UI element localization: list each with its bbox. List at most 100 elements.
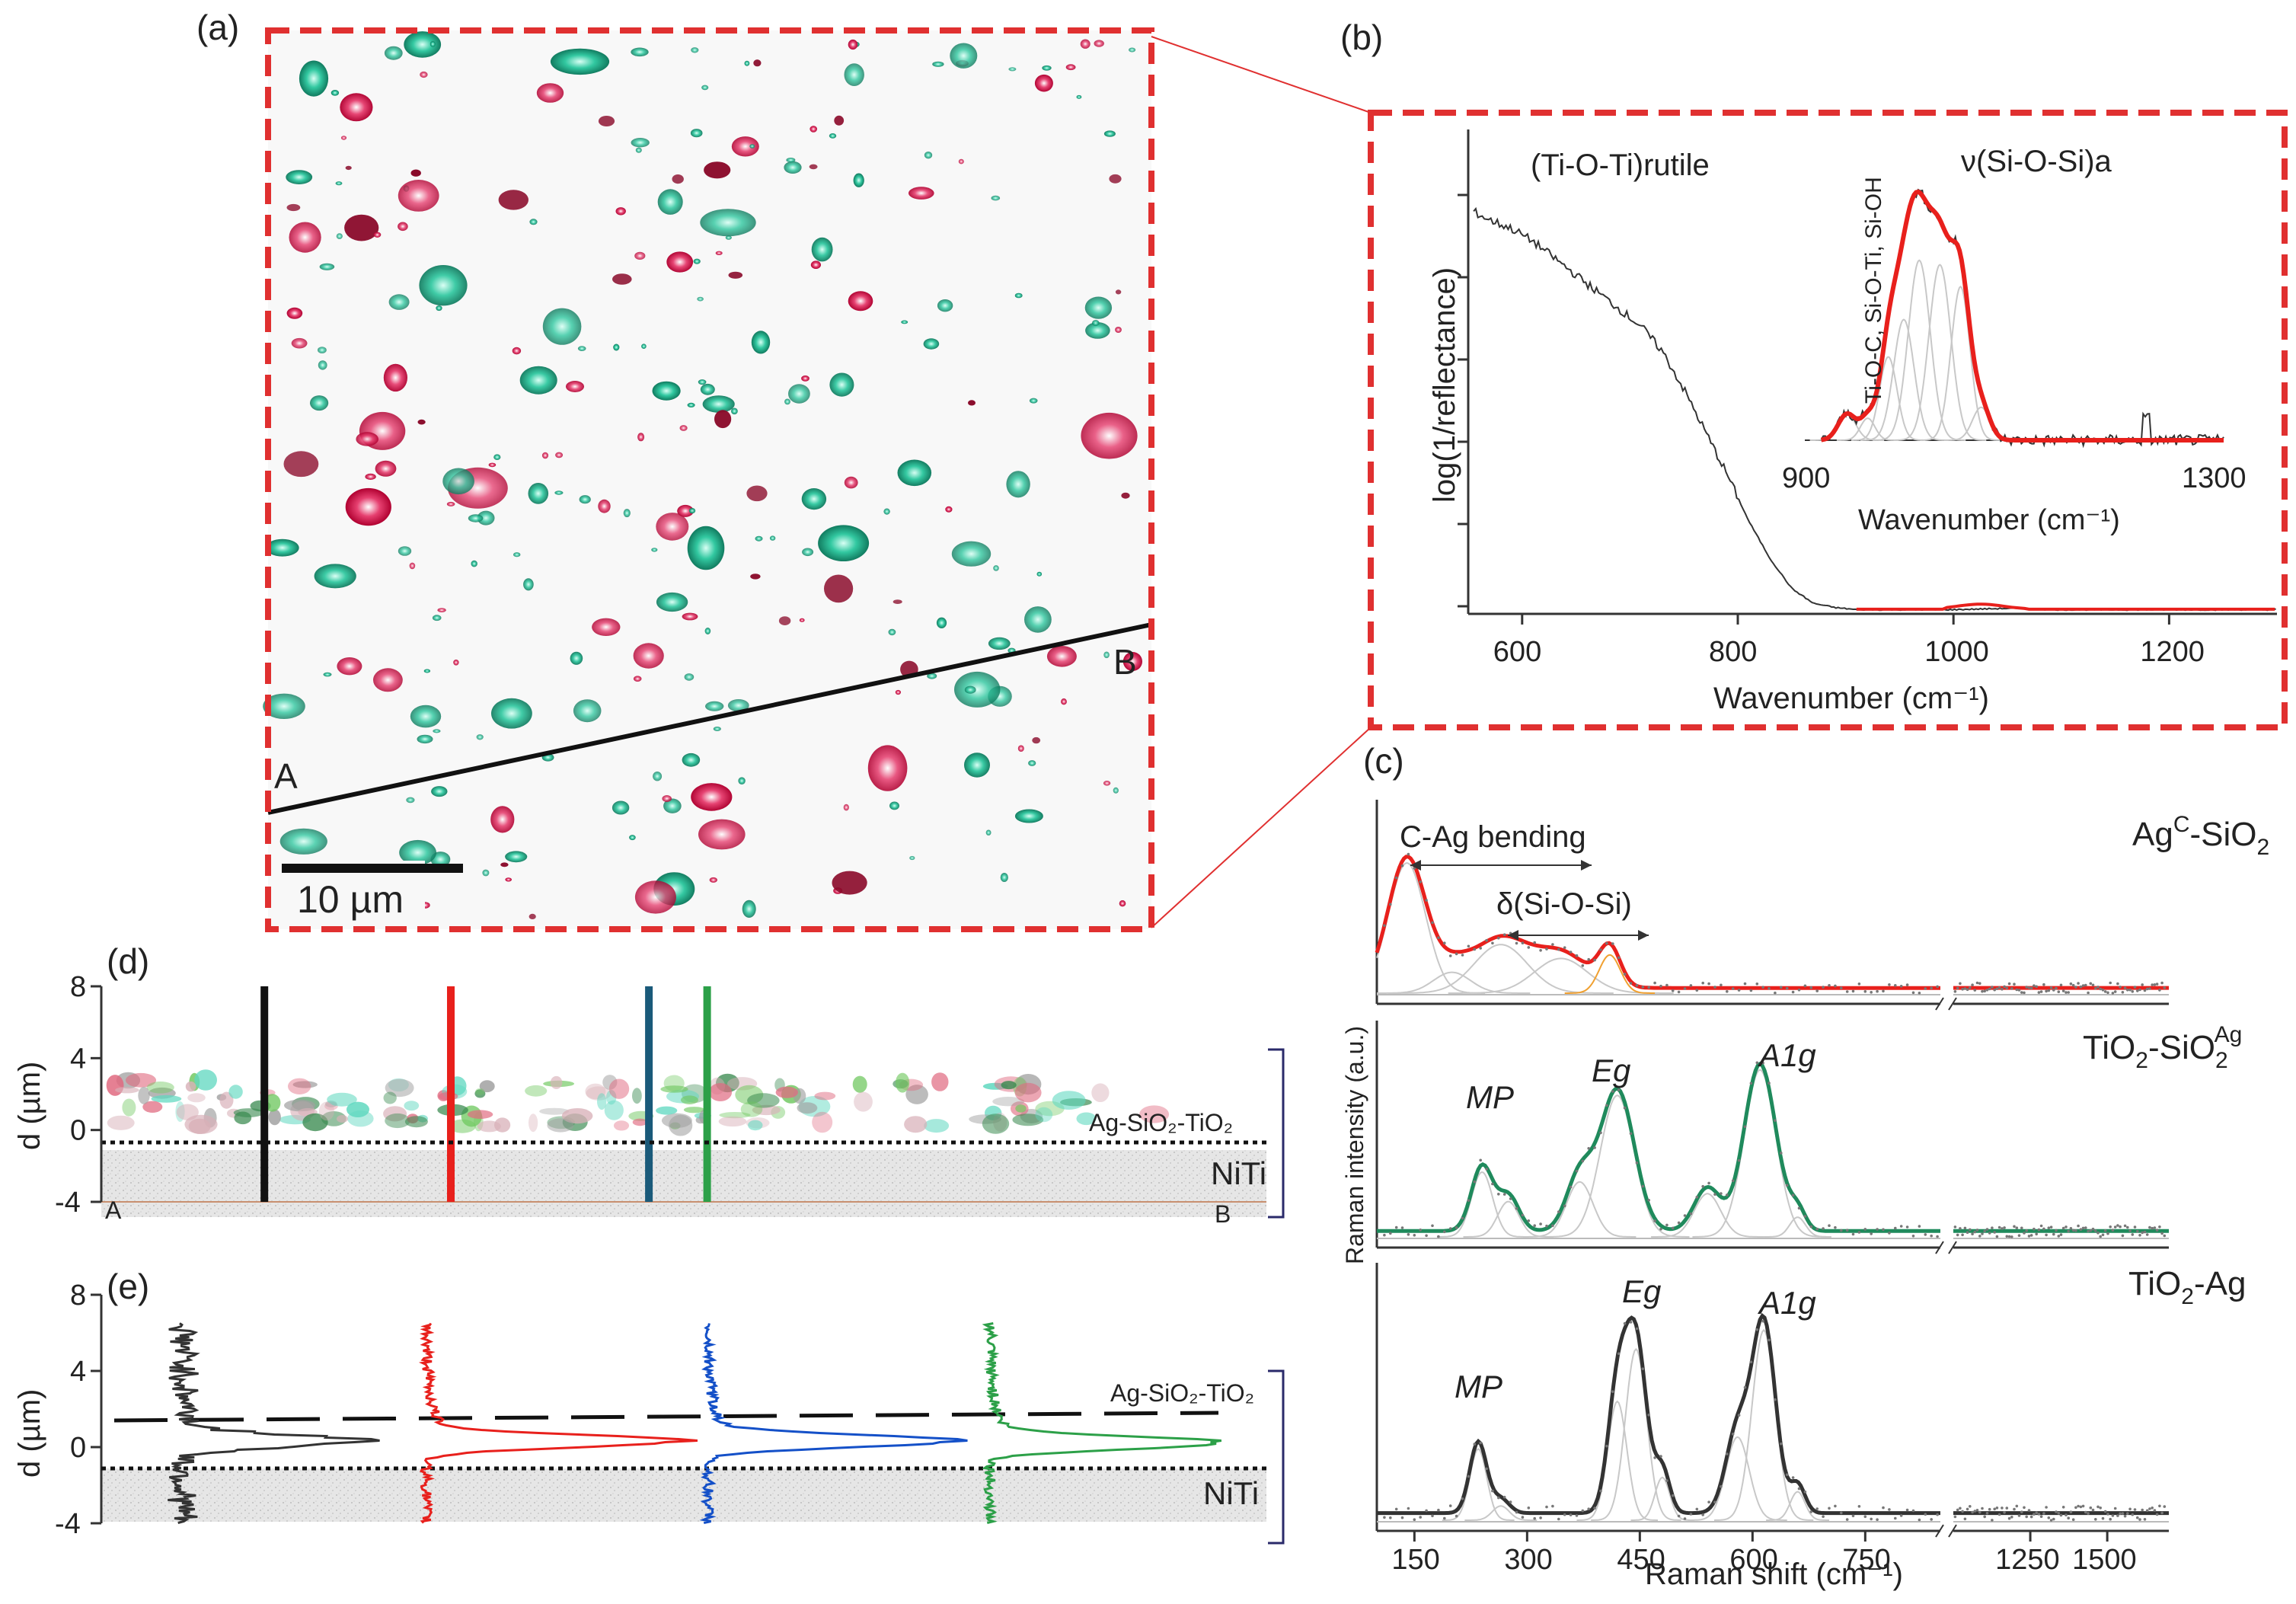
d-coating-blob bbox=[234, 1111, 252, 1125]
red-particle bbox=[1081, 412, 1138, 459]
d-coating-blob bbox=[992, 1097, 1025, 1107]
c-data-point bbox=[1918, 992, 1921, 995]
red-particle bbox=[832, 871, 867, 895]
c-peak bbox=[1448, 957, 1674, 994]
panel-e-label: (e) bbox=[107, 1267, 149, 1306]
c-data-point bbox=[1720, 1192, 1723, 1195]
c-data-point bbox=[2155, 1229, 2159, 1232]
c-data-point bbox=[2145, 1509, 2149, 1513]
teal-particle bbox=[310, 395, 329, 411]
inset-label-right: ν(Si-O-Si)a bbox=[1961, 145, 2112, 178]
d-coating-blob bbox=[747, 1093, 780, 1108]
c-data-point bbox=[1539, 1222, 1542, 1225]
inset-peak bbox=[1836, 417, 1899, 441]
c-data-point bbox=[2039, 1515, 2043, 1518]
c-data-point bbox=[1959, 1507, 1962, 1510]
teal-particle bbox=[701, 85, 709, 91]
c-data-point bbox=[1803, 1215, 1807, 1218]
c-data-point bbox=[1653, 1219, 1656, 1222]
c-data-point bbox=[1845, 1229, 1849, 1232]
c-data-point bbox=[2057, 1512, 2061, 1515]
c-data-point bbox=[2049, 986, 2053, 989]
red-particle bbox=[848, 39, 858, 50]
c-data-point bbox=[2153, 1509, 2157, 1512]
c-data-point bbox=[1497, 1193, 1500, 1196]
c-data-point bbox=[1611, 942, 1614, 945]
c-data-point bbox=[1485, 938, 1488, 942]
c-data-point bbox=[2126, 1225, 2129, 1229]
c-data-point bbox=[2143, 989, 2147, 992]
red-particle bbox=[1065, 64, 1076, 71]
teal-particle bbox=[950, 43, 978, 69]
c-data-point bbox=[2074, 986, 2077, 989]
c-data-point bbox=[2035, 985, 2038, 989]
red-particle bbox=[512, 347, 522, 355]
c-data-point bbox=[2067, 1229, 2070, 1233]
c-data-point bbox=[2136, 1229, 2139, 1233]
c-data-point bbox=[2029, 1234, 2033, 1237]
c-label-tio2-sio2ag: TiO2-SiO2Ag bbox=[2083, 1022, 2242, 1073]
c-data-point bbox=[2020, 991, 2023, 994]
red-particle bbox=[750, 574, 761, 580]
e-profile-blue bbox=[699, 1323, 968, 1524]
c-data-point bbox=[1737, 1158, 1741, 1162]
teal-particle bbox=[818, 525, 870, 561]
e-substrate bbox=[101, 1468, 1266, 1522]
c-data-point bbox=[2047, 1516, 2051, 1519]
c-data-point bbox=[2017, 1234, 2021, 1237]
c-x-axis-label: Raman shift (cm⁻¹) bbox=[1645, 1558, 1903, 1591]
c-data-point bbox=[2007, 1516, 2011, 1520]
c-data-point bbox=[1383, 1516, 1386, 1519]
d-ytick-label: -4 bbox=[55, 1187, 81, 1219]
c-data-point bbox=[1400, 1226, 1404, 1229]
c-data-point bbox=[1599, 948, 1602, 951]
c-data-point bbox=[1665, 983, 1669, 987]
c-data-point bbox=[1701, 981, 1704, 985]
c-data-point bbox=[2047, 989, 2051, 992]
c-data-point bbox=[1995, 1507, 1999, 1510]
c-data-point bbox=[2039, 990, 2043, 993]
c-data-point bbox=[1431, 1514, 1434, 1518]
c-data-point bbox=[2015, 988, 2019, 992]
d-coating-blob bbox=[142, 1101, 163, 1114]
red-particle bbox=[1103, 781, 1111, 786]
red-particle bbox=[286, 203, 301, 212]
d-coating-blob bbox=[385, 1113, 410, 1129]
c-data-point bbox=[1840, 986, 1843, 989]
c-xtick-label: 150 bbox=[1391, 1544, 1439, 1576]
c-data-point bbox=[1689, 1212, 1693, 1216]
c-data-point bbox=[1905, 1508, 1909, 1512]
c-peak bbox=[1766, 1491, 1829, 1521]
c-data-point bbox=[1780, 986, 1783, 989]
d-coating-blob bbox=[1076, 1112, 1097, 1126]
d-coating-blob bbox=[1052, 1091, 1086, 1110]
b-x-axis-label: Wavenumber (cm⁻¹) bbox=[1713, 682, 1989, 715]
c-data-point bbox=[1953, 990, 1957, 993]
teal-particle bbox=[993, 565, 999, 571]
teal-particle bbox=[889, 801, 899, 810]
c-data-point bbox=[1894, 1226, 1897, 1230]
teal-particle bbox=[471, 560, 477, 567]
c-data-point bbox=[2136, 1516, 2139, 1519]
d-coating-cloud bbox=[106, 1069, 1170, 1136]
c-data-point bbox=[1575, 954, 1579, 957]
c-data-point bbox=[2143, 1230, 2147, 1234]
c-data-point bbox=[1768, 1338, 1771, 1342]
teal-particle bbox=[985, 829, 992, 836]
c-data-point bbox=[1407, 1233, 1410, 1236]
c-data-point bbox=[1876, 989, 1879, 993]
c-data-point bbox=[1720, 983, 1723, 987]
c-data-point bbox=[1828, 1507, 1831, 1510]
c-data-point bbox=[2116, 1514, 2119, 1517]
c-data-point bbox=[2081, 984, 2085, 987]
c-data-point bbox=[1683, 987, 1687, 990]
d-coating-blob bbox=[1001, 1081, 1017, 1090]
d-substrate bbox=[101, 1150, 1266, 1217]
c-data-point bbox=[1961, 988, 1964, 991]
red-particle bbox=[968, 400, 976, 406]
c-data-point bbox=[2071, 983, 2075, 987]
c-data-point bbox=[1443, 1230, 1446, 1234]
c-data-point bbox=[2163, 986, 2167, 989]
c-data-point bbox=[1527, 1507, 1531, 1510]
c-data-point bbox=[1870, 1517, 1873, 1521]
